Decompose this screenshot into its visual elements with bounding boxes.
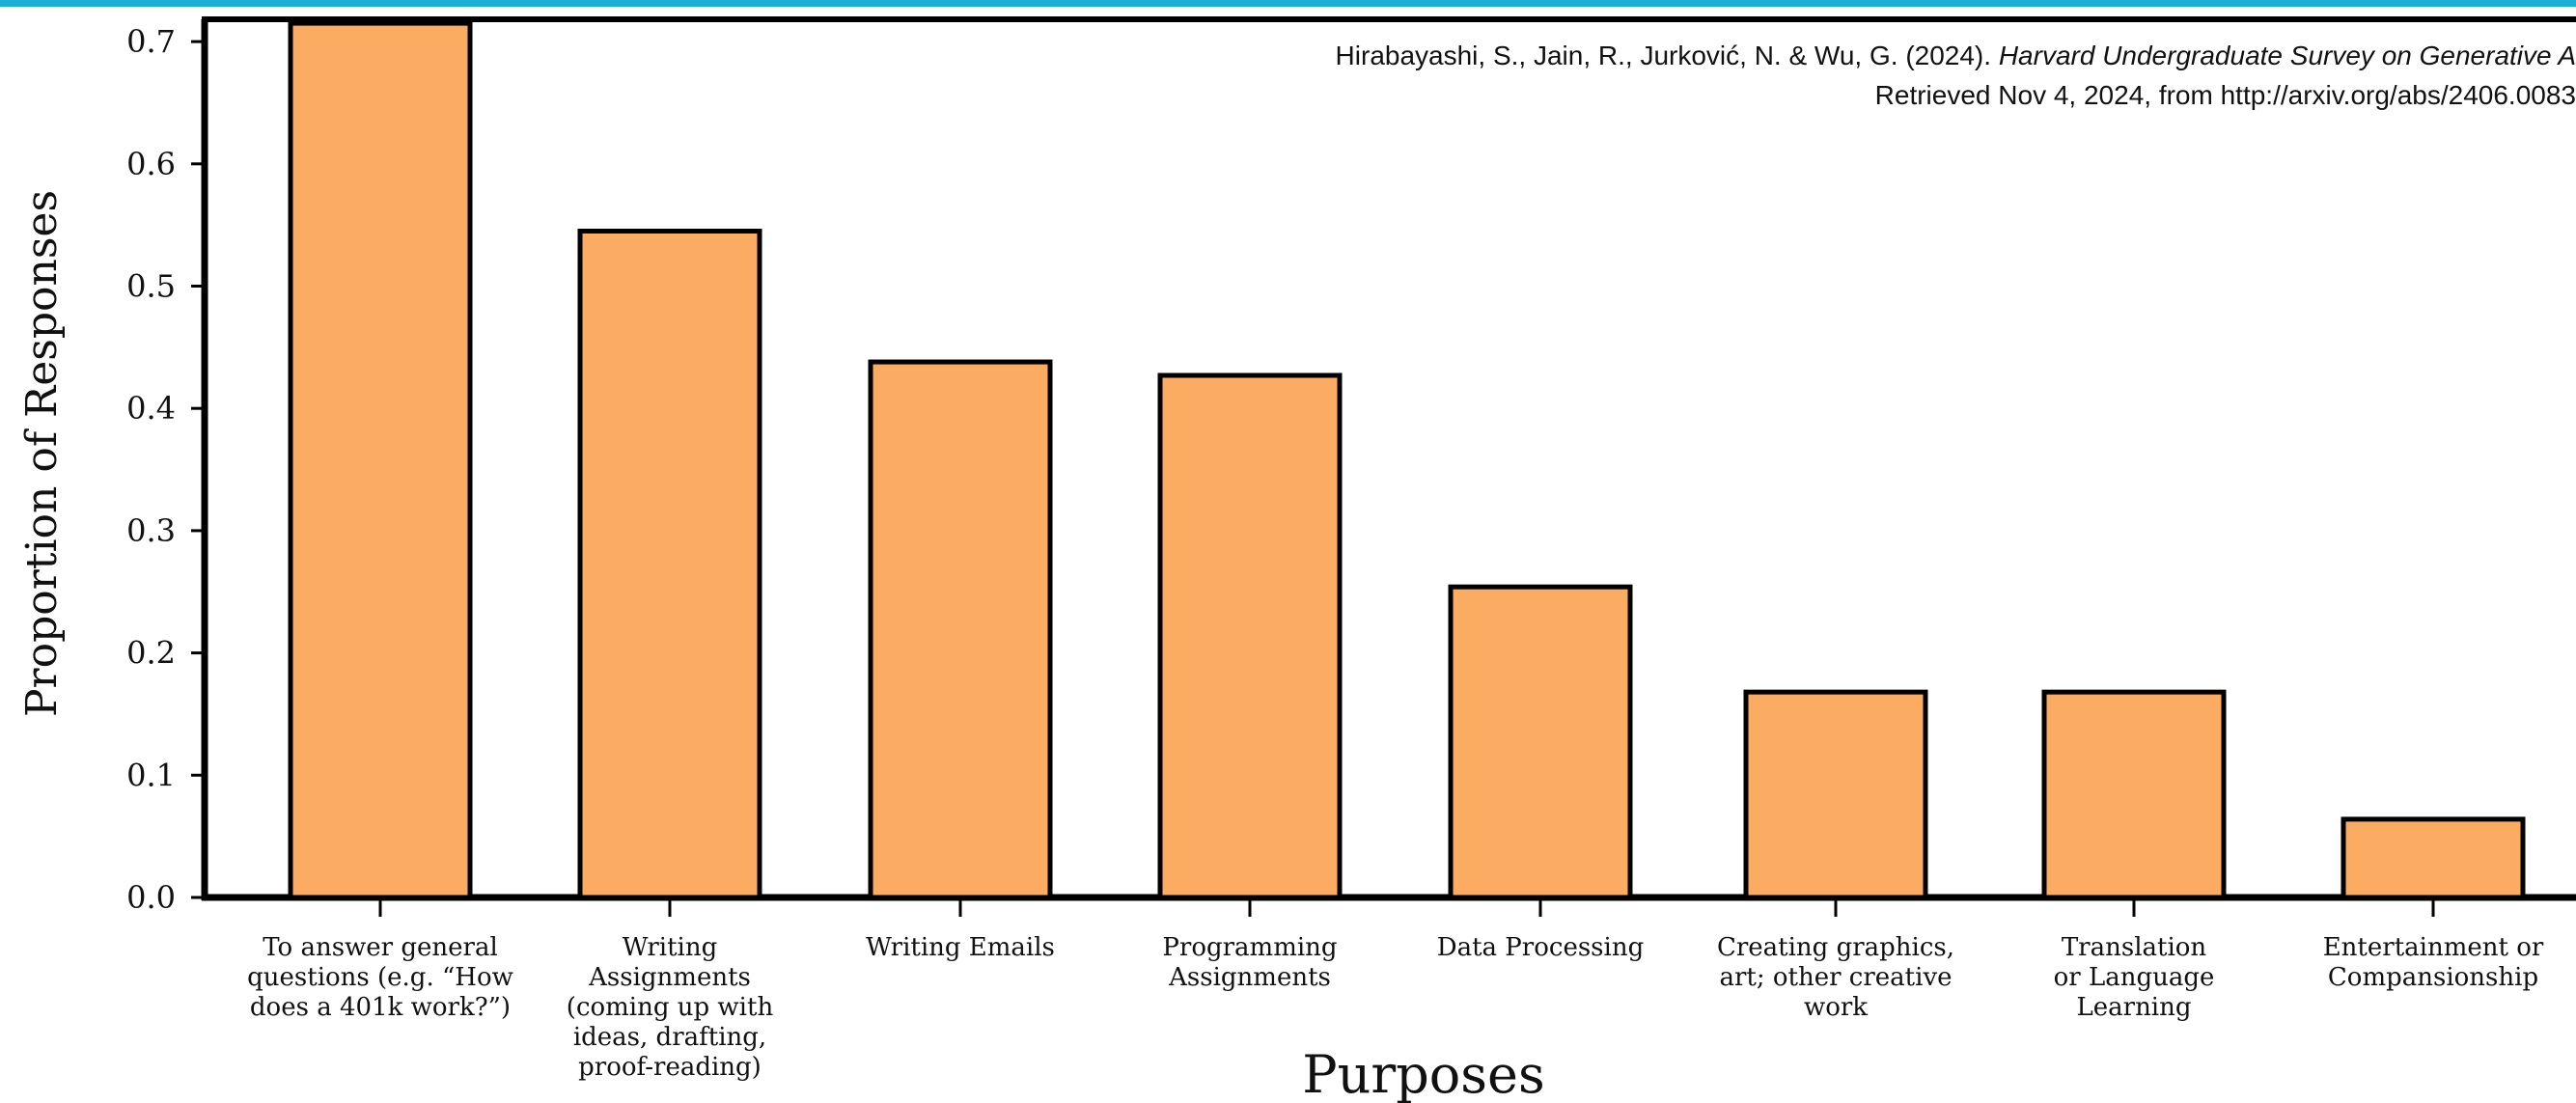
x-tick-label-line: Writing Emails — [866, 933, 1055, 962]
x-tick-label: Entertainment or Compansionship — [2323, 933, 2544, 992]
x-tick-label-line: Translation — [2062, 933, 2207, 962]
bar — [1448, 584, 1633, 900]
x-tick-label-line: Programming — [1162, 933, 1337, 962]
x-tick-label-line: Assignments — [588, 963, 751, 992]
x-axis-title: Purposes — [1302, 1044, 1544, 1103]
y-axis-title: Proportion of Responses — [17, 190, 67, 717]
bar — [2041, 689, 2227, 900]
x-tick-label: Translation or Language Learning — [2054, 933, 2215, 1022]
x-tick-label-line: To answer general — [263, 933, 498, 962]
x-tick-label-line: Entertainment or — [2323, 933, 2544, 962]
x-tick-label-line: (coming up with — [567, 993, 774, 1022]
x-tick-label: Data Processing — [1437, 933, 1644, 962]
x-tick-label-line: or Language — [2054, 963, 2215, 992]
citation-line-1: Hirabayashi, S., Jain, R., Jurković, N. … — [1336, 41, 2576, 71]
y-axis-ticks: 0.0 0.1 0.2 0.3 0.4 0.5 0.6 0.7 — [126, 23, 205, 916]
y-tick-label: 0.3 — [126, 512, 176, 549]
x-tick-label-line: work — [1804, 993, 1868, 1022]
x-axis-ticks: To answer general questions (e.g. “How doe… — [247, 897, 2544, 1082]
citation-authors: Hirabayashi, S., Jain, R., Jurković, N. … — [1335, 41, 1999, 70]
y-tick-label: 0.7 — [126, 23, 176, 60]
x-tick-label: Programming Assignments — [1162, 933, 1337, 992]
bar — [2341, 816, 2526, 900]
citation-title: Harvard Undergraduate Survey on Generati… — [1998, 41, 2576, 70]
x-tick-label: Writing Assignments (coming up with ideas, … — [567, 933, 774, 1082]
citation-line-2: Retrieved Nov 4, 2024, from http://arxiv… — [1874, 80, 2576, 110]
x-tick-label-line: Assignments — [1168, 963, 1331, 992]
x-tick-label-line: proof-reading) — [578, 1053, 762, 1082]
x-tick-label-line: questions (e.g. “How — [247, 963, 513, 992]
x-tick-label-line: ideas, drafting, — [573, 1023, 766, 1052]
bar — [1157, 372, 1343, 900]
x-tick-label-line: Compansionship — [2328, 963, 2538, 992]
x-tick-label-line: Writing — [623, 933, 717, 962]
x-tick-label-line: Creating graphics, — [1717, 933, 1954, 962]
bar — [288, 20, 473, 900]
y-tick-label: 0.5 — [126, 268, 176, 305]
x-tick-label: To answer general questions (e.g. “How doe… — [247, 933, 513, 1022]
y-tick-label: 0.6 — [126, 146, 176, 182]
y-tick-label: 0.4 — [126, 390, 176, 427]
x-tick-label-line: Data Processing — [1437, 933, 1644, 962]
bar — [577, 228, 762, 900]
top-accent-bar — [0, 0, 2576, 7]
x-tick-label-line: does a 401k work?”) — [250, 993, 511, 1022]
y-tick-label: 0.2 — [126, 635, 176, 672]
bars — [288, 20, 2526, 900]
bar — [1743, 689, 1928, 900]
bar — [868, 359, 1053, 900]
y-tick-label: 0.1 — [126, 757, 176, 793]
x-tick-label-line: art; other creative — [1719, 963, 1952, 992]
y-tick-label: 0.0 — [126, 879, 176, 916]
x-tick-label-line: Learning — [2076, 993, 2191, 1022]
x-tick-label: Creating graphics, art; other creative wor… — [1717, 933, 1954, 1022]
x-tick-label: Writing Emails — [866, 933, 1055, 962]
